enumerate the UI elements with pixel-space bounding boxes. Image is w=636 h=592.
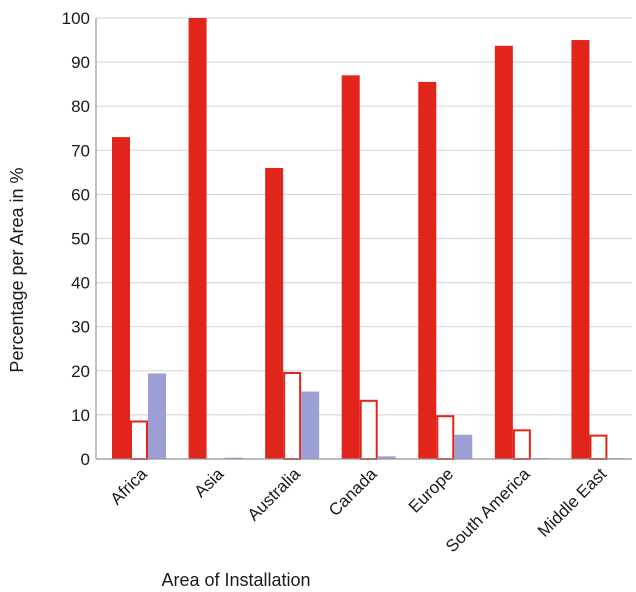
bar-red-canada [341, 75, 360, 459]
x-category-label: Africa [107, 464, 152, 509]
y-tick-label: 10 [71, 406, 90, 425]
chart-bars [112, 18, 626, 461]
bar-red-asia [188, 18, 207, 459]
bar-blue-asia [224, 457, 243, 459]
y-tick-label: 60 [71, 185, 90, 204]
bar-blue-canada [377, 456, 396, 459]
x-category-label: Australia [244, 464, 305, 525]
y-tick-label: 70 [71, 141, 90, 160]
bar-outline-australia [283, 372, 302, 461]
bar-outline-europe [436, 415, 455, 460]
y-tick-label: 90 [71, 53, 90, 72]
x-axis-title: Area of Installation [161, 570, 310, 590]
bar-red-africa [112, 137, 130, 459]
bar-outline-middle-east [589, 434, 608, 461]
bar-blue-africa [148, 373, 166, 459]
y-tick-label: 40 [71, 274, 90, 293]
bar-red-europe [418, 81, 437, 459]
x-category-label: Middle East [534, 464, 610, 540]
x-category-label: Asia [191, 464, 228, 501]
y-tick-label: 50 [71, 230, 90, 249]
bar-red-middle-east [571, 40, 590, 460]
y-tick-label: 100 [62, 9, 90, 28]
bar-red-australia [265, 167, 284, 459]
chart-gridlines [96, 17, 632, 460]
y-tick-label: 30 [71, 318, 90, 337]
bar-blue-europe [454, 434, 473, 459]
bar-outline-africa [130, 420, 148, 461]
x-category-label: Europe [405, 464, 457, 516]
y-axis-title: Percentage per Area in % [7, 167, 27, 372]
bar-blue-australia [301, 391, 320, 459]
chart-axes [95, 18, 632, 460]
x-category-label: Canada [325, 464, 381, 520]
y-tick-label: 20 [71, 362, 90, 381]
bar-red-south-america [494, 45, 513, 460]
bar-outline-south-america [512, 429, 531, 460]
bar-outline-canada [359, 399, 378, 460]
y-tick-label: 0 [81, 450, 90, 469]
y-tick-labels: 0 10 20 30 40 50 60 70 80 90 100 [62, 9, 90, 469]
y-tick-label: 80 [71, 97, 90, 116]
